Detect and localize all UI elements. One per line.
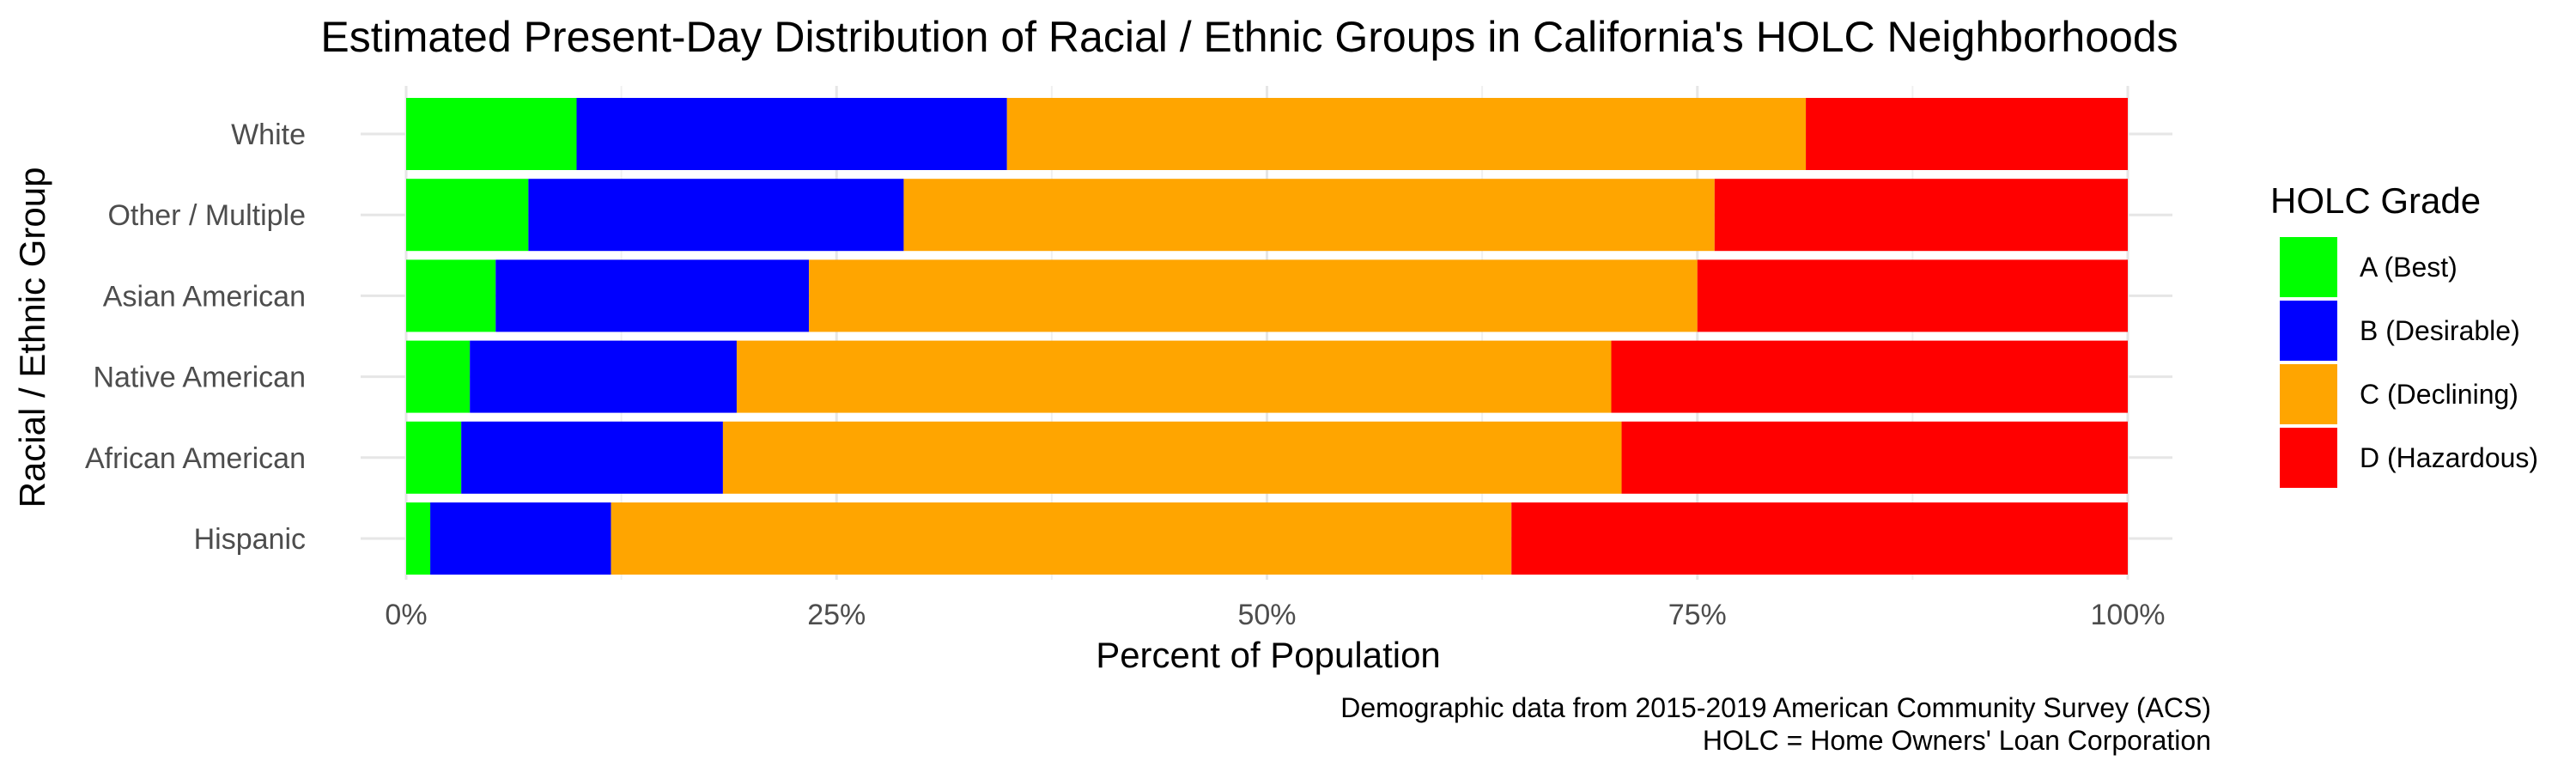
bar-white-c bbox=[1006, 98, 1807, 170]
bar-native-american-a bbox=[406, 340, 471, 413]
x-tick-label: 75% bbox=[1668, 599, 1727, 631]
y-tick-label: Native American bbox=[93, 362, 306, 394]
x-tick-label: 25% bbox=[807, 599, 866, 631]
y-tick-label: Asian American bbox=[103, 280, 306, 313]
bar-african-american-a bbox=[406, 421, 462, 494]
y-tick-label: Other / Multiple bbox=[107, 199, 306, 232]
legend-label: D (Hazardous) bbox=[2360, 442, 2538, 473]
bar-asian-american-c bbox=[809, 259, 1698, 332]
bar-native-american-b bbox=[470, 340, 737, 413]
chart-title: Estimated Present-Day Distribution of Ra… bbox=[320, 13, 2178, 61]
legend-label: A (Best) bbox=[2360, 252, 2458, 283]
x-axis-label: Percent of Population bbox=[1096, 635, 1441, 675]
caption-line-2: HOLC = Home Owners' Loan Corporation bbox=[1703, 725, 2211, 756]
bar-native-american-d bbox=[1611, 340, 2128, 413]
caption-line-1: Demographic data from 2015-2019 American… bbox=[1340, 692, 2211, 723]
bar-other-multiple-a bbox=[406, 179, 529, 252]
x-axis-ticks: 0% 25% 50% 75% 100% bbox=[385, 599, 2165, 631]
bar-native-american-c bbox=[736, 340, 1612, 413]
y-tick-label: Hispanic bbox=[194, 523, 306, 556]
bar-african-american-d bbox=[1621, 421, 2128, 494]
bar-other-multiple-b bbox=[528, 179, 904, 252]
y-tick-label: White bbox=[231, 119, 306, 151]
bar-hispanic-a bbox=[406, 502, 431, 575]
legend: HOLC Grade A (Best) B (Desirable) C (Decli… bbox=[2270, 180, 2538, 488]
bar-white-d bbox=[1806, 98, 2128, 170]
bar-hispanic-d bbox=[1511, 502, 2128, 575]
legend-swatch-c bbox=[2280, 364, 2337, 424]
legend-label: B (Desirable) bbox=[2360, 315, 2520, 346]
bar-other-multiple-c bbox=[903, 179, 1715, 252]
bar-asian-american-b bbox=[495, 259, 810, 332]
x-tick-label: 0% bbox=[385, 599, 427, 631]
y-axis-ticks: White Other / Multiple Asian American Nativ… bbox=[85, 119, 306, 556]
bar-asian-american-a bbox=[406, 259, 496, 332]
bar-white-b bbox=[576, 98, 1007, 170]
legend-label: C (Declining) bbox=[2360, 379, 2518, 410]
bar-white-a bbox=[406, 98, 577, 170]
bar-hispanic-b bbox=[430, 502, 611, 575]
y-axis-label: Racial / Ethnic Group bbox=[12, 167, 52, 508]
y-tick-label: African American bbox=[85, 442, 306, 475]
bar-hispanic-c bbox=[611, 502, 1512, 575]
legend-swatch-a bbox=[2280, 237, 2337, 297]
bar-african-american-b bbox=[461, 421, 723, 494]
bar-african-american-c bbox=[722, 421, 1622, 494]
bar-other-multiple-d bbox=[1714, 179, 2128, 252]
legend-title: HOLC Grade bbox=[2270, 180, 2481, 221]
legend-swatch-d bbox=[2280, 428, 2337, 488]
legend-items: A (Best) B (Desirable) C (Declining) D (Haz… bbox=[2280, 237, 2538, 488]
bars-layer bbox=[406, 98, 2128, 575]
x-tick-label: 100% bbox=[2091, 599, 2166, 631]
legend-swatch-b bbox=[2280, 301, 2337, 361]
x-tick-label: 50% bbox=[1237, 599, 1296, 631]
bar-asian-american-d bbox=[1697, 259, 2128, 332]
